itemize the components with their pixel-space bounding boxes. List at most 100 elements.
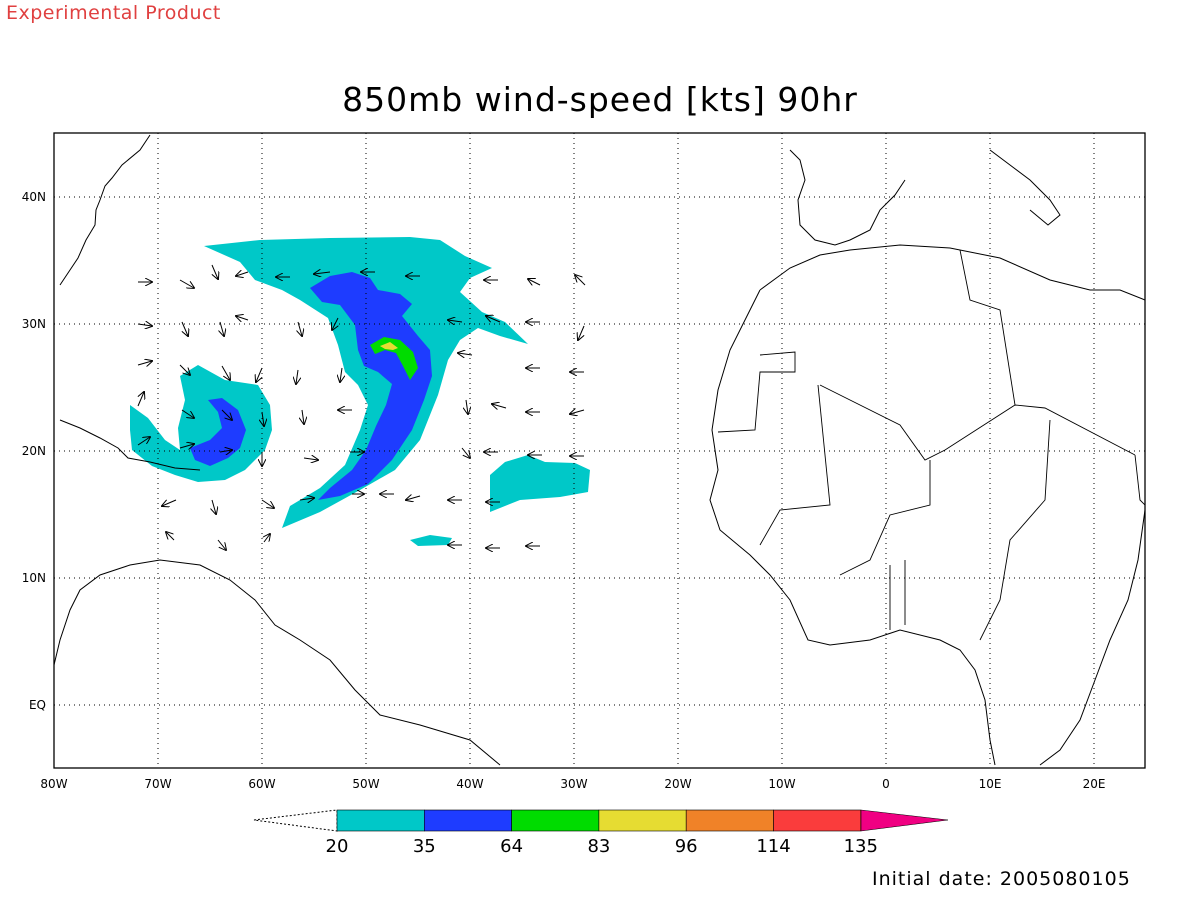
shade-20-35-south — [410, 535, 452, 546]
colorbar-low-triangle — [253, 809, 338, 832]
lon-tick-label: 50W — [352, 777, 379, 791]
coastlines — [54, 134, 1145, 766]
wind-arrow — [570, 410, 585, 414]
lon-tick-label: 30W — [560, 777, 587, 791]
wind-arrow — [262, 411, 264, 426]
coast-north-america — [59, 134, 151, 286]
shade-20-35-main — [204, 237, 528, 528]
map-frame — [53, 132, 1146, 769]
wind-arrow — [166, 532, 175, 541]
wind-arrow — [406, 496, 421, 500]
colorbar-high-triangle — [860, 809, 949, 832]
wind-arrow — [181, 409, 194, 418]
wind-arrow — [137, 437, 150, 446]
wind-arrow — [486, 316, 501, 323]
initial-date-label: Initial date: 2005080105 — [872, 868, 1131, 890]
experimental-product-label: Experimental Product — [6, 2, 221, 24]
wind-arrow — [303, 458, 318, 460]
wind-arrow — [492, 404, 507, 408]
coast-caribbean — [59, 419, 201, 471]
border-4 — [839, 460, 931, 576]
coast-italy — [989, 149, 1061, 226]
lat-tick-label: 10N — [22, 571, 46, 585]
wind-arrow — [181, 321, 188, 336]
border-3 — [759, 384, 831, 546]
wind-arrow — [179, 279, 194, 288]
lon-axis: 80W 70W 60W 50W 40W 30W 20W 10W 0 10E 20E — [40, 777, 1105, 791]
wind-arrow — [264, 534, 270, 543]
wind-arrow — [340, 367, 342, 382]
wind-arrow — [578, 325, 585, 340]
lon-tick-label: 80W — [40, 777, 67, 791]
wind-arrow — [298, 321, 302, 336]
wind-arrow — [162, 499, 177, 506]
colorbar-label: 64 — [500, 836, 523, 857]
wind-arrow — [179, 444, 194, 448]
wind-arrow — [137, 361, 152, 365]
colorbar-label: 83 — [587, 836, 610, 857]
border-8 — [889, 560, 906, 630]
colorbar-label: 96 — [675, 836, 698, 857]
lon-tick-label: 0 — [882, 777, 890, 791]
coast-africa-north — [759, 244, 1145, 301]
shade-20-35-west — [130, 365, 272, 482]
colorbar-bin — [423, 809, 512, 832]
wind-arrow — [466, 399, 468, 414]
border-2 — [819, 384, 1136, 461]
shade-20-35-east — [490, 455, 590, 512]
graticule — [54, 133, 1145, 768]
wind-arrow — [137, 324, 152, 326]
shade-64-83 — [370, 337, 418, 380]
wind-arrow — [296, 369, 298, 384]
lat-tick-label: 30N — [22, 317, 46, 331]
coast-south-america — [54, 559, 501, 766]
colorbar-bin — [598, 809, 687, 832]
border-7 — [1134, 454, 1145, 506]
wind-vectors — [137, 264, 586, 550]
wind-arrow — [458, 353, 473, 355]
shade-83-96 — [380, 342, 398, 350]
colorbar-label: 135 — [844, 836, 878, 857]
wind-arrow — [219, 450, 232, 452]
wind-arrow — [461, 447, 470, 458]
shade-35-64-main — [310, 272, 432, 500]
coast-africa-west — [709, 289, 996, 766]
chart-title: 850mb wind-speed [kts] 90hr — [342, 80, 858, 119]
lon-tick-label: 60W — [248, 777, 275, 791]
colorbar-bin — [511, 809, 600, 832]
borders — [717, 249, 1145, 641]
wind-arrow — [302, 409, 304, 424]
wind-arrow — [314, 272, 331, 274]
lon-tick-label: 20E — [1083, 777, 1106, 791]
border-1 — [717, 351, 796, 433]
wind-arrow — [220, 321, 224, 336]
colorbar-bin — [336, 809, 425, 832]
wind-arrow — [528, 279, 541, 285]
lat-tick-label: 20N — [22, 444, 46, 458]
lat-tick-label: EQ — [29, 698, 46, 712]
border-6 — [979, 419, 1051, 641]
wind-arrow — [179, 364, 190, 375]
lon-tick-label: 10E — [979, 777, 1002, 791]
lat-tick-label: 40N — [22, 190, 46, 204]
wind-arrow — [448, 320, 463, 322]
lon-tick-label: 40W — [456, 777, 483, 791]
lat-axis: 40N 30N 20N 10N EQ — [22, 190, 46, 712]
wind-shading — [130, 237, 590, 546]
colorbar: 20 35 64 83 96 114 135 — [253, 809, 949, 857]
wind-arrow — [236, 272, 249, 276]
lon-tick-label: 70W — [144, 777, 171, 791]
colorbar-bin — [773, 809, 862, 832]
wind-arrow — [299, 498, 314, 500]
border-5 — [959, 249, 1016, 406]
coast-africa-east — [1039, 509, 1145, 766]
wind-arrow — [221, 409, 232, 420]
coast-iberia — [789, 149, 906, 246]
wind-arrow — [256, 367, 263, 382]
wind-arrow — [217, 539, 226, 550]
colorbar-bin — [685, 809, 774, 832]
lon-tick-label: 20W — [664, 777, 691, 791]
wind-arrow — [212, 499, 216, 514]
colorbar-label: 114 — [756, 836, 790, 857]
